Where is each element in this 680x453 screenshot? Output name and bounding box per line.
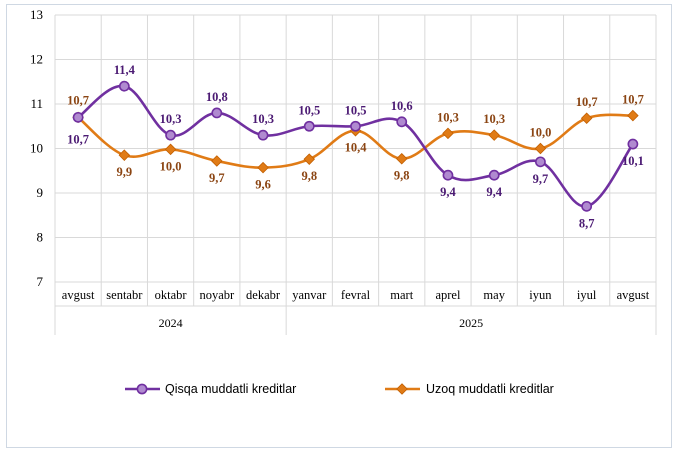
data-point	[303, 120, 315, 132]
data-point	[488, 129, 500, 141]
x-tick-label: avgust	[62, 288, 95, 302]
data-label-uzoq: 10,7	[622, 93, 644, 107]
data-label-uzoq: 9,8	[301, 169, 317, 183]
legend-marker-qisqa	[136, 383, 148, 395]
data-point	[118, 149, 131, 161]
data-label-uzoq: 9,7	[209, 171, 225, 185]
y-tick-label: 7	[37, 274, 44, 289]
x-tick-label: yanvar	[292, 288, 327, 302]
data-label-qisqa: 8,7	[579, 216, 595, 230]
data-point	[350, 120, 361, 132]
data-label-uzoq: 10,4	[345, 141, 368, 155]
y-tick-label: 9	[37, 185, 44, 200]
x-tick-label: oktabr	[155, 288, 188, 302]
legend-label-qisqa: Qisqa muddatli kreditlar	[165, 382, 296, 396]
data-point	[627, 138, 639, 150]
data-label-qisqa: 9,4	[486, 185, 502, 199]
data-label-uzoq: 10,0	[160, 159, 182, 173]
x-tick-label: dekabr	[246, 288, 281, 302]
x-tick-label: noyabr	[199, 288, 235, 302]
data-label-qisqa: 10,3	[252, 112, 274, 126]
x-tick-label: aprel	[435, 288, 461, 302]
data-label-qisqa: 9,7	[533, 172, 549, 186]
data-point	[581, 200, 593, 212]
data-label-qisqa: 10,1	[622, 154, 644, 168]
chart-frame	[6, 4, 672, 448]
axis-layer: 7 8 9 10 11 12 13 avgust sentabr oktabr noyabr deka…	[30, 7, 650, 330]
x-tick-label: iyun	[529, 288, 552, 302]
y-tick-label: 8	[37, 230, 44, 245]
x-tick-label: may	[483, 288, 505, 302]
data-point	[534, 142, 547, 155]
data-label-uzoq: 9,6	[255, 178, 271, 192]
data-point	[257, 129, 269, 141]
legend-label-uzoq: Uzoq muddatli kreditlar	[426, 382, 554, 396]
data-label-uzoq: 10,0	[529, 126, 551, 140]
legend: Qisqa muddatli kreditlar Uzoq muddatli kr…	[125, 382, 554, 396]
data-label-qisqa: 10,7	[67, 132, 89, 146]
data-label-uzoq: 10,7	[576, 95, 598, 109]
legend-marker-uzoq	[396, 383, 408, 395]
data-point	[303, 153, 316, 165]
data-point	[442, 169, 454, 181]
y-tick-label: 11	[30, 96, 43, 111]
data-point	[165, 129, 176, 141]
data-label-qisqa: 10,5	[345, 103, 367, 117]
data-label-uzoq: 9,9	[117, 165, 133, 179]
data-label-qisqa: 10,5	[298, 103, 320, 117]
data-label-uzoq: 9,8	[394, 169, 410, 183]
y-tick-label: 13	[30, 7, 43, 22]
data-point	[257, 161, 269, 174]
label-layer: 10,7 10,7 11,4 9,9 10,3 10,0 10,8 9,7 10,3 9,6 10,…	[67, 63, 644, 230]
data-point	[164, 143, 177, 156]
data-label-qisqa: 9,4	[440, 185, 456, 199]
series-layer	[72, 80, 639, 212]
grid-layer	[54, 14, 657, 335]
x-tick-label: mart	[390, 288, 413, 302]
data-point	[396, 116, 408, 128]
data-point	[580, 112, 593, 125]
data-label-uzoq: 10,3	[483, 112, 505, 126]
y-tick-label: 12	[30, 52, 43, 67]
data-point	[395, 152, 408, 165]
data-point	[118, 80, 130, 92]
data-label-qisqa: 11,4	[114, 63, 136, 77]
x-tick-label: sentabr	[106, 288, 143, 302]
x-tick-label: avgust	[617, 288, 650, 302]
data-label-qisqa: 10,8	[206, 90, 228, 104]
x-tick-label: iyul	[577, 288, 597, 302]
data-label-qisqa: 10,6	[391, 99, 413, 113]
x-tick-label: fevral	[341, 288, 371, 302]
data-label-uzoq: 10,3	[437, 110, 459, 124]
data-point	[627, 109, 639, 122]
data-point	[211, 155, 223, 167]
data-point	[535, 156, 546, 168]
data-point	[211, 107, 223, 119]
year-label: 2025	[459, 316, 483, 330]
y-tick-label: 10	[30, 141, 43, 156]
data-label-uzoq: 10,7	[67, 93, 89, 107]
data-point	[442, 127, 454, 140]
data-label-qisqa: 10,3	[160, 112, 182, 126]
year-label: 2024	[159, 316, 183, 330]
data-point	[72, 111, 84, 123]
data-point	[488, 169, 500, 181]
